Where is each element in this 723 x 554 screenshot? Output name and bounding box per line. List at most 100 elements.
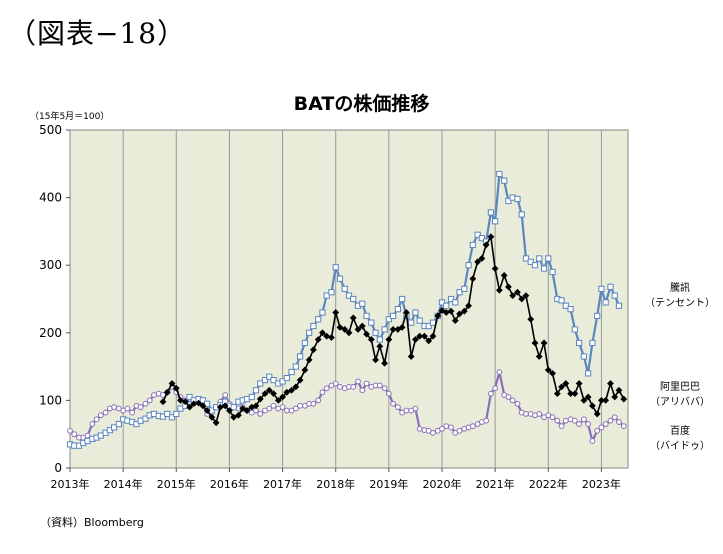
data-point-alibaba	[514, 288, 521, 296]
data-point-tencent	[474, 231, 481, 238]
data-point-alibaba	[469, 275, 477, 283]
data-point-alibaba	[301, 366, 309, 374]
data-point-alibaba	[216, 403, 224, 411]
data-point-alibaba	[168, 380, 176, 387]
data-point-baidu	[594, 427, 601, 434]
data-point-baidu	[222, 392, 229, 398]
data-point-alibaba	[588, 402, 596, 410]
data-point-tencent	[204, 400, 211, 407]
data-point-baidu	[93, 416, 100, 423]
data-point-tencent	[173, 410, 180, 418]
figure-label: （図表−18）	[8, 17, 187, 50]
data-point-baidu	[412, 405, 419, 412]
data-point-baidu	[350, 383, 357, 390]
data-point-baidu	[554, 417, 561, 424]
data-point-baidu	[97, 412, 104, 419]
data-point-baidu	[151, 392, 157, 398]
data-point-baidu	[523, 411, 529, 417]
data-point-baidu	[142, 400, 149, 407]
data-point-tencent	[111, 424, 118, 431]
x-tick-label: 2021年	[476, 477, 515, 491]
data-point-baidu	[270, 402, 277, 409]
data-point-tencent	[531, 262, 539, 269]
series-label-alibaba: 阿里巴巴	[660, 381, 700, 393]
data-point-baidu	[509, 397, 516, 404]
data-point-baidu	[385, 390, 392, 397]
data-point-baidu	[443, 423, 450, 429]
data-point-alibaba	[518, 295, 526, 303]
data-point-alibaba	[438, 307, 446, 314]
data-point-alibaba	[620, 395, 628, 403]
y-tick-label: 200	[39, 326, 62, 340]
data-point-tencent	[505, 197, 512, 205]
data-point-tencent	[425, 322, 432, 330]
data-point-tencent	[598, 285, 605, 292]
data-point-alibaba	[345, 329, 353, 337]
data-point-baidu	[292, 405, 299, 412]
data-point-baidu	[492, 385, 499, 392]
data-point-baidu	[607, 417, 614, 424]
data-point-alibaba	[478, 255, 486, 262]
data-point-alibaba	[230, 413, 238, 421]
data-point-alibaba	[159, 398, 167, 406]
data-point-alibaba	[558, 383, 565, 391]
data-point-tencent	[257, 380, 264, 387]
data-point-tencent	[558, 297, 565, 304]
data-point-alibaba	[553, 390, 561, 398]
data-point-baidu	[337, 383, 343, 390]
data-point-baidu	[89, 421, 96, 427]
data-point-tencent	[310, 322, 317, 330]
data-point-tencent	[336, 275, 344, 282]
data-point-alibaba	[358, 322, 366, 330]
data-point-alibaba	[505, 283, 512, 291]
series-label-tencent: 騰訊	[670, 281, 690, 294]
series-sublabel-alibaba: （アリババ）	[650, 396, 710, 408]
data-point-tencent	[562, 302, 569, 309]
data-point-alibaba	[442, 309, 450, 316]
data-point-alibaba	[172, 384, 180, 392]
data-point-tencent	[288, 368, 295, 376]
data-point-alibaba	[292, 383, 300, 391]
y-tick-label: 100	[39, 393, 62, 407]
data-point-tencent	[399, 295, 406, 303]
data-point-tencent	[580, 353, 587, 360]
data-point-alibaba	[531, 339, 539, 347]
data-point-alibaba	[190, 400, 198, 408]
data-point-alibaba	[181, 398, 189, 406]
data-point-alibaba	[562, 380, 570, 387]
data-point-tencent	[306, 329, 313, 336]
data-point-alibaba	[203, 407, 211, 414]
data-point-tencent	[567, 306, 574, 313]
data-point-tencent	[168, 414, 176, 421]
data-point-alibaba	[195, 399, 203, 407]
x-tick-label: 2019年	[369, 477, 408, 491]
data-point-baidu	[381, 385, 388, 392]
data-point-baidu	[571, 417, 578, 424]
data-point-baidu	[111, 404, 118, 411]
data-point-alibaba	[434, 312, 442, 320]
data-point-tencent	[585, 370, 592, 377]
data-point-tencent	[279, 378, 286, 385]
data-point-alibaba	[487, 233, 495, 241]
data-point-alibaba	[177, 397, 184, 404]
data-point-alibaba	[372, 356, 379, 364]
data-point-alibaba	[416, 332, 424, 340]
x-tick-label: 2018年	[316, 477, 355, 491]
data-point-alibaba	[363, 330, 370, 338]
data-point-alibaba	[349, 314, 357, 322]
data-point-alibaba	[402, 309, 410, 316]
data-point-alibaba	[385, 336, 393, 343]
data-point-tencent	[571, 326, 578, 333]
data-point-alibaba	[279, 393, 286, 401]
data-point-tencent	[522, 255, 530, 262]
data-point-baidu	[124, 405, 131, 412]
data-point-tencent	[186, 393, 193, 401]
data-point-tencent	[607, 283, 614, 290]
data-point-tencent	[261, 377, 269, 384]
data-point-baidu	[483, 417, 490, 424]
data-point-tencent	[602, 299, 609, 306]
data-point-alibaba	[615, 386, 623, 394]
data-point-tencent	[332, 264, 339, 271]
data-point-baidu	[283, 407, 290, 414]
